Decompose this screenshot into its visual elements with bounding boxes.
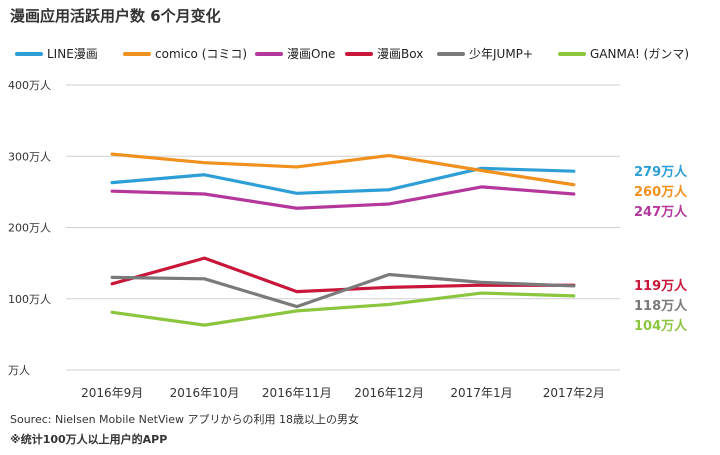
- footnote: ※统计100万人以上用户的APP: [10, 433, 168, 446]
- series-line: [110, 152, 576, 187]
- x-tick-label: 2016年10月: [170, 386, 240, 400]
- legend-item: GANMA! (ガンマ): [558, 45, 689, 62]
- x-tick-label: 2017年2月: [543, 386, 605, 400]
- end-value-label: 247万人: [634, 204, 688, 220]
- end-value-label: 260万人: [634, 184, 688, 200]
- legend-swatch: [558, 51, 586, 56]
- series-line: [110, 272, 576, 309]
- y-tick-label: 400万人: [8, 79, 51, 92]
- end-value-label: 104万人: [634, 318, 688, 334]
- series-line: [110, 166, 576, 195]
- legend: LINE漫画 comico (コミコ) 漫画One 漫画Box 少年JUMP+ GANMA…: [0, 45, 720, 69]
- legend-item: LINE漫画: [15, 45, 98, 62]
- series-line: [110, 185, 576, 210]
- legend-label: 漫画Box: [377, 47, 424, 61]
- legend-label: 少年JUMP+: [469, 47, 533, 61]
- legend-label: GANMA! (ガンマ): [590, 47, 690, 61]
- source-note: Sourec: Nielsen Mobile NetView アプリからの利用 …: [10, 413, 360, 426]
- y-tick-label: 200万人: [8, 222, 51, 235]
- y-tick-label: 万人: [8, 364, 30, 377]
- legend-label: LINE漫画: [47, 47, 98, 61]
- y-tick-label: 100万人: [8, 293, 51, 306]
- legend-label: 漫画One: [287, 47, 336, 61]
- x-tick-label: 2016年9月: [81, 386, 143, 400]
- legend-item: 漫画Box: [345, 45, 423, 62]
- legend-item: 少年JUMP+: [437, 45, 533, 62]
- legend-swatch: [15, 51, 43, 56]
- legend-swatch: [345, 51, 373, 56]
- chart-title: 漫画应用活跃用户数 6个月变化: [10, 7, 221, 25]
- legend-item: 漫画One: [255, 45, 335, 62]
- y-tick-label: 300万人: [8, 150, 51, 163]
- end-value-label: 119万人: [634, 278, 688, 294]
- legend-label: comico (コミコ): [155, 47, 248, 61]
- legend-swatch: [255, 51, 283, 56]
- x-tick-label: 2016年12月: [354, 386, 424, 400]
- series-line: [110, 291, 576, 327]
- series-line: [110, 256, 576, 294]
- legend-swatch: [437, 51, 465, 56]
- end-value-label: 118万人: [634, 298, 688, 314]
- end-value-label: 279万人: [634, 164, 688, 180]
- x-tick-label: 2017年1月: [450, 386, 512, 400]
- legend-swatch: [123, 51, 151, 56]
- legend-item: comico (コミコ): [123, 45, 247, 62]
- x-tick-label: 2016年11月: [262, 386, 332, 400]
